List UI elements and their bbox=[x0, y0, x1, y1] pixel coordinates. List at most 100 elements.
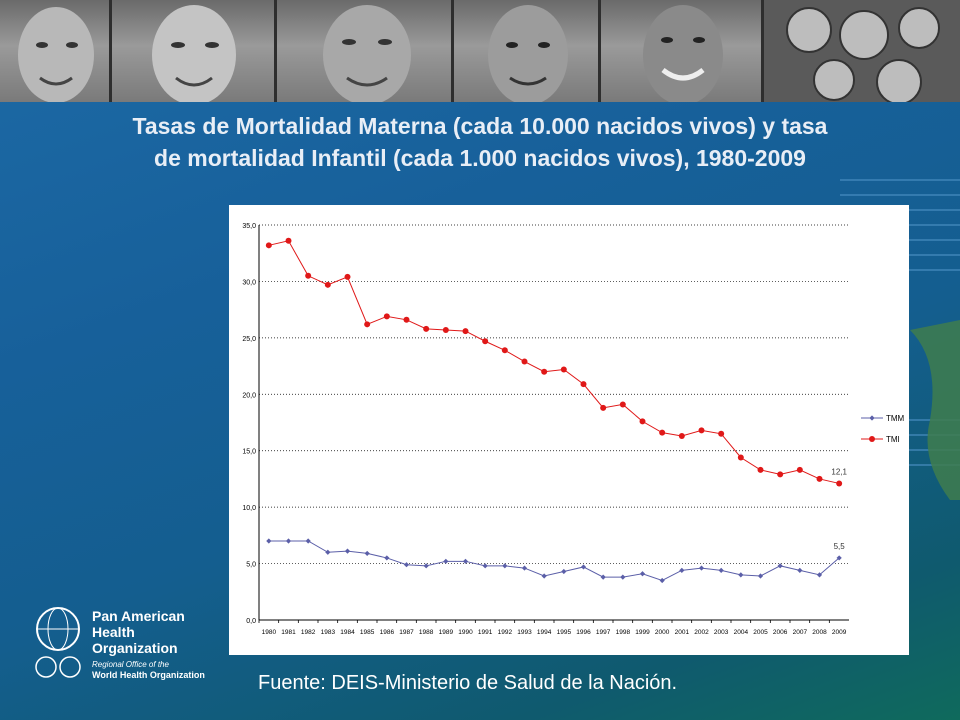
data-point-tmi bbox=[718, 430, 725, 437]
data-point-tmm bbox=[541, 573, 547, 579]
y-tick-label: 10,0 bbox=[242, 505, 256, 512]
data-point-tmm bbox=[777, 563, 783, 569]
portrait-photo bbox=[277, 0, 454, 102]
paho-logo: Pan American Health Organization Regiona… bbox=[32, 605, 222, 685]
photo-banner bbox=[0, 0, 960, 102]
y-tick-label: 20,0 bbox=[242, 392, 256, 399]
data-point-tmm bbox=[757, 573, 764, 579]
y-tick-label: 15,0 bbox=[242, 449, 256, 456]
y-tick-label: 5,0 bbox=[246, 562, 256, 569]
x-tick-label: 2005 bbox=[753, 629, 768, 636]
chart-panel: 0,0 5,0 10,0 15,0 20,0 25,0 30,0 35,0 1980 1981 19… bbox=[229, 205, 909, 655]
data-point-tmm bbox=[403, 562, 410, 568]
data-point-tmm bbox=[580, 564, 587, 570]
mortality-line-chart: 0,0 5,0 10,0 15,0 20,0 25,0 30,0 35,0 1980 1981 19… bbox=[242, 223, 905, 636]
data-point-tmi bbox=[403, 316, 410, 323]
x-tick-label: 1982 bbox=[301, 629, 316, 636]
data-point-tmi bbox=[383, 313, 390, 320]
data-point-tmm bbox=[462, 558, 469, 564]
x-tick-label: 1991 bbox=[478, 629, 493, 636]
portrait-photo bbox=[601, 0, 764, 102]
x-tick-label: 1988 bbox=[419, 629, 434, 636]
x-tick-label: 2009 bbox=[832, 629, 847, 636]
data-point-tmi bbox=[737, 454, 744, 461]
x-tick-label: 1989 bbox=[439, 629, 454, 636]
data-point-tmm bbox=[639, 571, 646, 577]
slide-title: Tasas de Mortalidad Materna (cada 10.000… bbox=[40, 110, 920, 174]
virus-micrograph bbox=[764, 0, 960, 102]
data-point-tmi bbox=[678, 433, 685, 440]
logo-line-1: Pan American bbox=[92, 608, 185, 624]
x-tick-label: 1999 bbox=[635, 629, 650, 636]
x-tick-label: 2002 bbox=[694, 629, 709, 636]
x-tick-label: 2006 bbox=[773, 629, 788, 636]
data-point-tmm bbox=[364, 550, 370, 557]
data-point-tmm bbox=[816, 572, 823, 578]
data-point-tmi bbox=[364, 321, 371, 328]
data-point-tmm bbox=[836, 555, 842, 561]
logo-sub-2: World Health Organization bbox=[92, 670, 205, 680]
end-value-label-tmi: 12,1 bbox=[831, 467, 847, 476]
data-point-tmm bbox=[738, 572, 744, 578]
series-line-tmm bbox=[268, 540, 840, 582]
data-point-tmi bbox=[462, 328, 469, 335]
data-point-tmm bbox=[659, 577, 665, 584]
x-tick-label: 1996 bbox=[576, 629, 591, 636]
legend-marker-tmm bbox=[869, 415, 875, 421]
data-point-tmm bbox=[521, 565, 528, 571]
slide-title-line-1: Tasas de Mortalidad Materna (cada 10.000… bbox=[132, 113, 828, 139]
legend-label-tmm: TMM bbox=[886, 414, 905, 423]
x-tick-label: 1980 bbox=[262, 629, 277, 636]
paho-subtitle: Regional Office of the World Health Orga… bbox=[92, 660, 205, 680]
data-point-tmi bbox=[836, 480, 843, 487]
portrait-photo bbox=[112, 0, 277, 102]
data-point-tmi bbox=[619, 401, 626, 408]
x-tick-label: 2008 bbox=[812, 629, 827, 636]
data-point-tmm bbox=[384, 555, 390, 561]
data-point-tmi bbox=[560, 366, 567, 373]
data-point-tmi bbox=[541, 368, 548, 375]
data-point-tmi bbox=[580, 381, 587, 388]
x-tick-label: 1981 bbox=[281, 629, 296, 636]
data-point-tmm bbox=[285, 538, 292, 544]
data-point-tmm bbox=[620, 574, 626, 580]
y-tick-label: 30,0 bbox=[242, 279, 256, 286]
data-point-tmi bbox=[600, 404, 607, 411]
data-point-tmi bbox=[482, 338, 489, 345]
x-tick-label: 1992 bbox=[498, 629, 513, 636]
logo-sub-1: Regional Office of the bbox=[92, 660, 169, 669]
data-point-tmi bbox=[659, 429, 666, 436]
globe-logo-icon bbox=[35, 607, 81, 678]
data-point-tmm bbox=[325, 549, 331, 555]
data-point-tmm bbox=[266, 538, 272, 544]
logo-line-2: Health bbox=[92, 624, 135, 640]
x-tick-label: 1984 bbox=[340, 629, 355, 636]
data-point-tmi bbox=[442, 326, 449, 333]
slide-title-line-2: de mortalidad Infantil (cada 1.000 nacid… bbox=[154, 145, 806, 171]
data-point-tmi bbox=[796, 466, 803, 473]
data-point-tmm bbox=[443, 558, 449, 564]
data-point-tmm bbox=[502, 563, 508, 569]
data-point-tmm bbox=[344, 548, 351, 554]
data-point-tmm bbox=[561, 568, 567, 575]
x-tick-label: 2003 bbox=[714, 629, 729, 636]
legend-marker-tmi bbox=[869, 436, 875, 442]
data-point-tmm bbox=[797, 567, 803, 573]
x-tick-label: 2000 bbox=[655, 629, 670, 636]
x-tick-label: 1985 bbox=[360, 629, 375, 636]
x-tick-label: 1983 bbox=[321, 629, 336, 636]
legend-label-tmi: TMI bbox=[886, 435, 900, 444]
data-point-tmm bbox=[718, 567, 724, 573]
y-tick-label: 35,0 bbox=[242, 223, 256, 230]
data-point-tmi bbox=[757, 466, 764, 473]
source-note: Fuente: DEIS-Ministerio de Salud de la N… bbox=[258, 672, 678, 694]
x-tick-label: 1995 bbox=[557, 629, 572, 636]
logo-line-3: Organization bbox=[92, 640, 178, 656]
data-point-tmm bbox=[423, 563, 429, 569]
data-point-tmi bbox=[501, 347, 508, 354]
data-point-tmm bbox=[679, 567, 685, 573]
x-tick-label: 1994 bbox=[537, 629, 552, 636]
y-tick-label: 25,0 bbox=[242, 336, 256, 343]
data-point-tmm bbox=[482, 563, 488, 569]
data-point-tmi bbox=[324, 281, 331, 288]
